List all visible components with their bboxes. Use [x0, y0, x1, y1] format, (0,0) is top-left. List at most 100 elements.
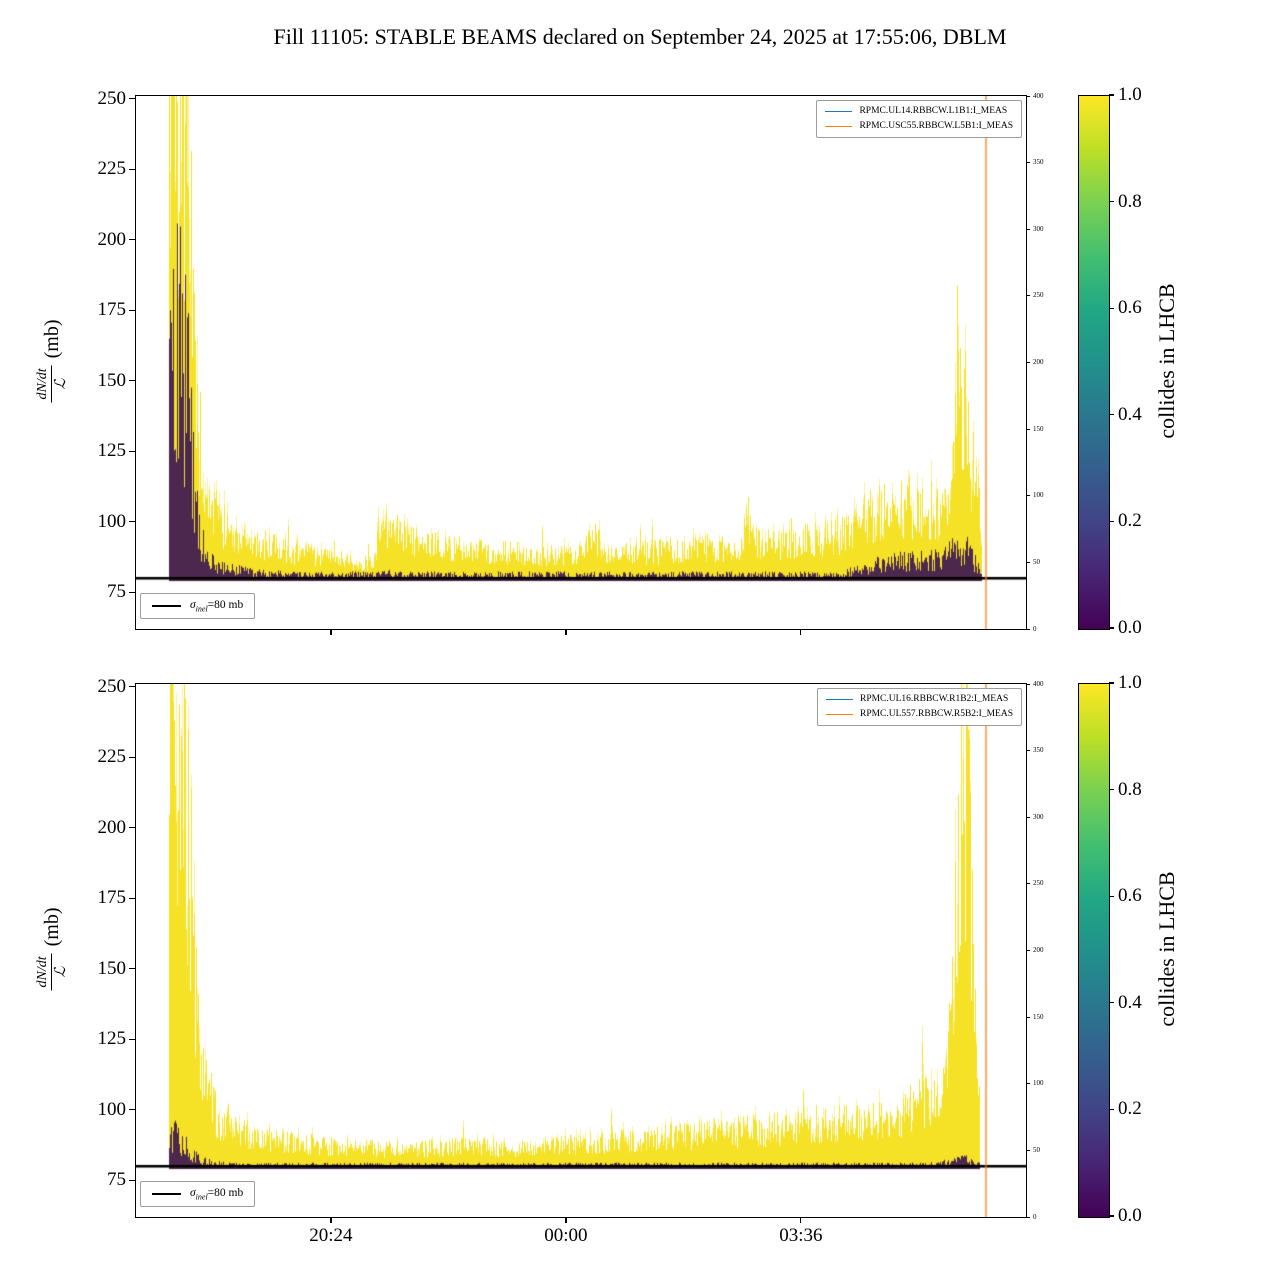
y-tick-label: 100 [97, 1098, 127, 1120]
right-y-tick-mark [1026, 428, 1030, 430]
legend-row: RPMC.UL14.RBBCW.L1B1:I_MEAS [825, 106, 1013, 117]
colorbar-tick-label: 0.6 [1118, 297, 1142, 319]
right-y-tick-mark [1026, 1149, 1030, 1151]
series1-line-sample [825, 110, 853, 113]
sigma-symbol: σ [190, 598, 196, 611]
right-y-tick-label: 350 [1033, 746, 1044, 755]
right-y-tick-label: 200 [1033, 358, 1044, 366]
series2-line-sample [825, 125, 853, 128]
right-y-tick-mark [1026, 750, 1030, 752]
y-tick-label: 150 [97, 369, 127, 391]
right-y-tick-label: 250 [1033, 879, 1044, 888]
series2-label: RPMC.USC55.RBBCW.L5B1:I_MEAS [859, 121, 1013, 131]
y-tick-mark [129, 1038, 136, 1040]
colorbar-tick-label: 1.0 [1118, 672, 1142, 693]
y-tick-mark [129, 521, 136, 523]
right-y-tick-label: 0 [1033, 1212, 1037, 1221]
x-tick-mark [565, 629, 567, 635]
y-tick-label: 225 [97, 158, 127, 180]
right-y-tick-mark [1026, 295, 1030, 297]
sigma-symbol: σ [190, 1186, 196, 1199]
right-y-tick-mark [1026, 561, 1030, 563]
figure-title: Fill 11105: STABLE BEAMS declared on Sep… [273, 24, 1007, 49]
y-tick-label: 200 [97, 816, 127, 838]
x-tick-mark [800, 1217, 802, 1223]
right-y-tick-mark [1026, 362, 1030, 363]
right-y-tick-label: 150 [1033, 1012, 1044, 1021]
right-y-tick-label: 100 [1033, 1079, 1044, 1088]
colorbar-tick-mark [1109, 789, 1114, 791]
sigma-subscript: inel [195, 604, 208, 613]
right-y-tick-label: 150 [1033, 424, 1044, 433]
fraction-numerator: dN/dt [34, 953, 52, 991]
y-axis-label: dN/dt ℒ (mb) [34, 907, 70, 991]
x-tick-mark [565, 1217, 567, 1223]
x-tick-mark [330, 1217, 332, 1223]
y-tick-mark [129, 450, 136, 452]
sigma-line-sample [152, 1192, 181, 1196]
legend-row: RPMC.UL557.RBBCW.R5B2:I_MEAS [825, 709, 1013, 720]
legend: RPMC.UL16.RBBCW.R1B2:I_MEAS RPMC.UL557.R… [816, 688, 1022, 726]
y-tick-mark [129, 827, 136, 829]
x-tick-mark [330, 629, 332, 635]
y-tick-label: 75 [107, 581, 126, 603]
right-y-tick-mark [1026, 162, 1030, 164]
y-tick-mark [129, 1179, 136, 1181]
y-tick-label: 175 [97, 299, 127, 321]
right-y-tick-label: 100 [1033, 491, 1044, 500]
fraction-numerator: dN/dt [34, 365, 52, 403]
y-tick-mark [129, 591, 136, 593]
series1-label: RPMC.UL14.RBBCW.L1B1:I_MEAS [859, 106, 1008, 116]
sigma-line-sample [152, 604, 181, 608]
y-axis-fraction: dN/dt ℒ [34, 365, 70, 403]
y-tick-mark [129, 380, 136, 382]
fraction-denominator: ℒ [53, 378, 69, 390]
right-y-tick-mark [1026, 495, 1030, 497]
right-y-tick-mark [1026, 1216, 1030, 1218]
subplot-bottom: RPMC.UL16.RBBCW.R1B2:I_MEAS RPMC.UL557.R… [98, 676, 1044, 1246]
series2-label: RPMC.UL557.RBBCW.R5B2:I_MEAS [859, 709, 1013, 719]
x-tick-label: 00:00 [544, 1225, 588, 1246]
y-tick-label: 250 [97, 675, 127, 697]
series2-line-sample [825, 713, 853, 716]
y-tick-label: 75 [107, 1169, 126, 1191]
y-tick-label: 125 [97, 440, 127, 462]
y-tick-label: 175 [97, 887, 127, 909]
y-tick-label: 200 [97, 228, 127, 250]
right-y-tick-mark [1026, 883, 1030, 885]
colorbar-tick-mark [1109, 1215, 1114, 1217]
series1-line-sample [825, 698, 853, 701]
right-y-tick-label: 0 [1033, 624, 1037, 633]
colorbar-tick-label: 0.8 [1118, 190, 1142, 212]
plot-canvas [136, 96, 1026, 629]
right-y-tick-label: 300 [1033, 812, 1044, 821]
colorbar-tick-label: 0.8 [1118, 778, 1142, 800]
right-y-tick-label: 200 [1033, 946, 1044, 954]
right-y-tick-label: 50 [1033, 557, 1040, 566]
right-y-tick-mark [1026, 228, 1030, 230]
y-tick-label: 125 [97, 1028, 127, 1050]
colorbar: 1.0 0.8 0.6 0.4 0.2 0.0 [1078, 672, 1142, 1226]
colorbar-tick-mark [1109, 627, 1114, 629]
colorbar-tick-label: 1.0 [1118, 84, 1142, 105]
colorbar-tick-mark [1109, 520, 1114, 522]
right-y-tick-label: 300 [1033, 224, 1044, 233]
y-axis-unit: (mb) [40, 907, 63, 947]
colorbar-axis-label: collides in LHCB [1154, 283, 1179, 439]
y-tick-mark [129, 1109, 136, 1111]
fraction-denominator: ℒ [53, 966, 69, 978]
x-tick-label: 03:36 [779, 1225, 823, 1246]
y-tick-mark [129, 309, 136, 311]
legend: RPMC.UL14.RBBCW.L1B1:I_MEAS RPMC.USC55.R… [816, 100, 1022, 138]
y-axis-unit: (mb) [40, 319, 63, 359]
colorbar-tick-label: 0.6 [1118, 885, 1142, 907]
y-tick-label: 225 [97, 746, 127, 768]
y-axis-fraction: dN/dt ℒ [34, 953, 70, 991]
right-y-tick-label: 50 [1033, 1145, 1040, 1154]
subplot-top: RPMC.UL14.RBBCW.L1B1:I_MEAS RPMC.USC55.R… [98, 88, 1044, 635]
colorbar-tick-label: 0.0 [1118, 1205, 1142, 1226]
right-y-tick-mark [1026, 683, 1030, 685]
x-tick-mark [800, 629, 802, 635]
series1-label: RPMC.UL16.RBBCW.R1B2:I_MEAS [859, 694, 1009, 704]
